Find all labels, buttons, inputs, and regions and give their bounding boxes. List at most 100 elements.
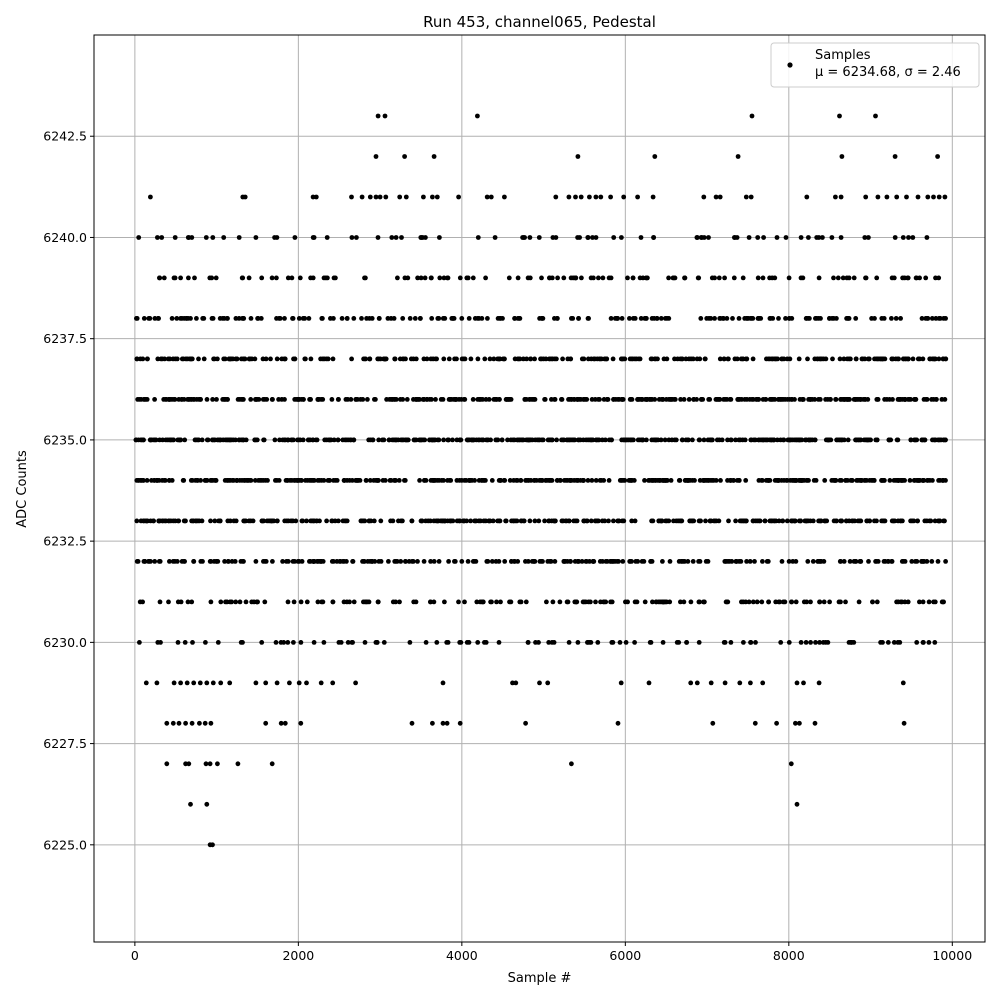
sample-point xyxy=(619,437,625,443)
sample-point xyxy=(329,518,335,524)
sample-point xyxy=(365,559,371,564)
sample-point xyxy=(402,478,407,483)
sample-point xyxy=(209,478,214,483)
sample-point xyxy=(214,397,219,402)
sample-point xyxy=(274,316,279,321)
sample-point xyxy=(798,640,804,645)
sample-point xyxy=(898,599,904,605)
sample-point xyxy=(666,316,672,321)
sample-point xyxy=(939,599,945,605)
sample-point xyxy=(175,640,181,645)
sample-point xyxy=(790,559,796,564)
sample-point xyxy=(236,235,242,240)
sample-point xyxy=(349,194,354,200)
sample-point xyxy=(182,437,188,443)
sample-point xyxy=(459,316,465,321)
sample-point xyxy=(908,437,914,443)
sample-point xyxy=(178,437,183,443)
sample-point xyxy=(174,316,180,321)
sample-point xyxy=(755,235,761,240)
sample-point xyxy=(709,275,715,281)
sample-point xyxy=(152,316,158,321)
sample-point xyxy=(365,397,370,402)
sample-point xyxy=(634,599,640,605)
sample-point xyxy=(931,194,936,200)
sample-point xyxy=(292,397,298,402)
sample-point xyxy=(250,518,256,524)
sample-point xyxy=(225,559,231,564)
sample-point xyxy=(765,559,771,564)
sample-point xyxy=(935,559,941,564)
sample-point xyxy=(750,518,756,524)
sample-point xyxy=(212,518,218,524)
sample-point xyxy=(457,720,463,726)
sample-point xyxy=(736,478,742,483)
sample-point xyxy=(662,478,668,483)
sample-point xyxy=(280,437,286,443)
sample-point xyxy=(536,518,542,524)
sample-point xyxy=(584,518,590,524)
sample-point xyxy=(494,397,500,402)
sample-point xyxy=(539,437,545,443)
x-tick-label: 0 xyxy=(131,948,139,963)
sample-point xyxy=(830,356,835,362)
sample-point xyxy=(843,599,848,605)
sample-point xyxy=(685,559,691,564)
sample-point xyxy=(260,356,266,362)
sample-point xyxy=(441,356,447,362)
sample-point xyxy=(673,518,679,524)
sample-point xyxy=(440,518,445,524)
sample-point xyxy=(509,518,514,524)
sample-point xyxy=(552,356,558,362)
sample-point xyxy=(744,559,749,564)
sample-point xyxy=(462,599,467,605)
sample-point xyxy=(246,356,252,362)
sample-point xyxy=(204,397,210,402)
sample-point xyxy=(800,275,806,281)
sample-point xyxy=(648,356,654,362)
sample-point xyxy=(235,761,241,767)
sample-point xyxy=(688,599,694,605)
sample-point xyxy=(134,559,140,564)
sample-point xyxy=(523,599,529,605)
sample-point xyxy=(864,478,869,483)
sample-point xyxy=(291,599,297,605)
sample-point xyxy=(658,316,664,321)
sample-point xyxy=(274,518,280,524)
sample-point xyxy=(629,518,635,524)
sample-point xyxy=(623,640,629,645)
sample-point xyxy=(936,518,941,524)
sample-point xyxy=(436,437,442,443)
sample-point xyxy=(696,275,702,281)
sample-point xyxy=(703,518,708,524)
sample-point xyxy=(817,397,823,402)
sample-point xyxy=(359,316,364,321)
sample-point xyxy=(746,599,752,605)
sample-point xyxy=(666,437,672,443)
sample-point xyxy=(409,720,415,726)
sample-point xyxy=(678,599,683,605)
sample-point xyxy=(598,599,603,605)
sample-point xyxy=(760,559,765,564)
sample-point xyxy=(590,235,595,240)
sample-point xyxy=(662,437,668,443)
sample-point xyxy=(674,640,680,645)
sample-point xyxy=(156,478,162,483)
sample-point xyxy=(810,559,816,564)
sample-point xyxy=(298,720,304,726)
sample-point xyxy=(735,154,741,159)
sample-point xyxy=(817,599,822,605)
sample-point xyxy=(380,437,385,443)
sample-point xyxy=(204,680,210,686)
sample-point xyxy=(776,316,781,321)
sample-point xyxy=(881,316,887,321)
sample-point xyxy=(893,478,899,483)
sample-point xyxy=(270,518,275,524)
sample-point xyxy=(483,478,488,483)
sample-point xyxy=(579,275,584,281)
sample-point xyxy=(170,356,176,362)
sample-point xyxy=(676,559,682,564)
sample-point xyxy=(306,316,312,321)
sample-point xyxy=(298,640,304,645)
sample-point xyxy=(576,437,582,443)
